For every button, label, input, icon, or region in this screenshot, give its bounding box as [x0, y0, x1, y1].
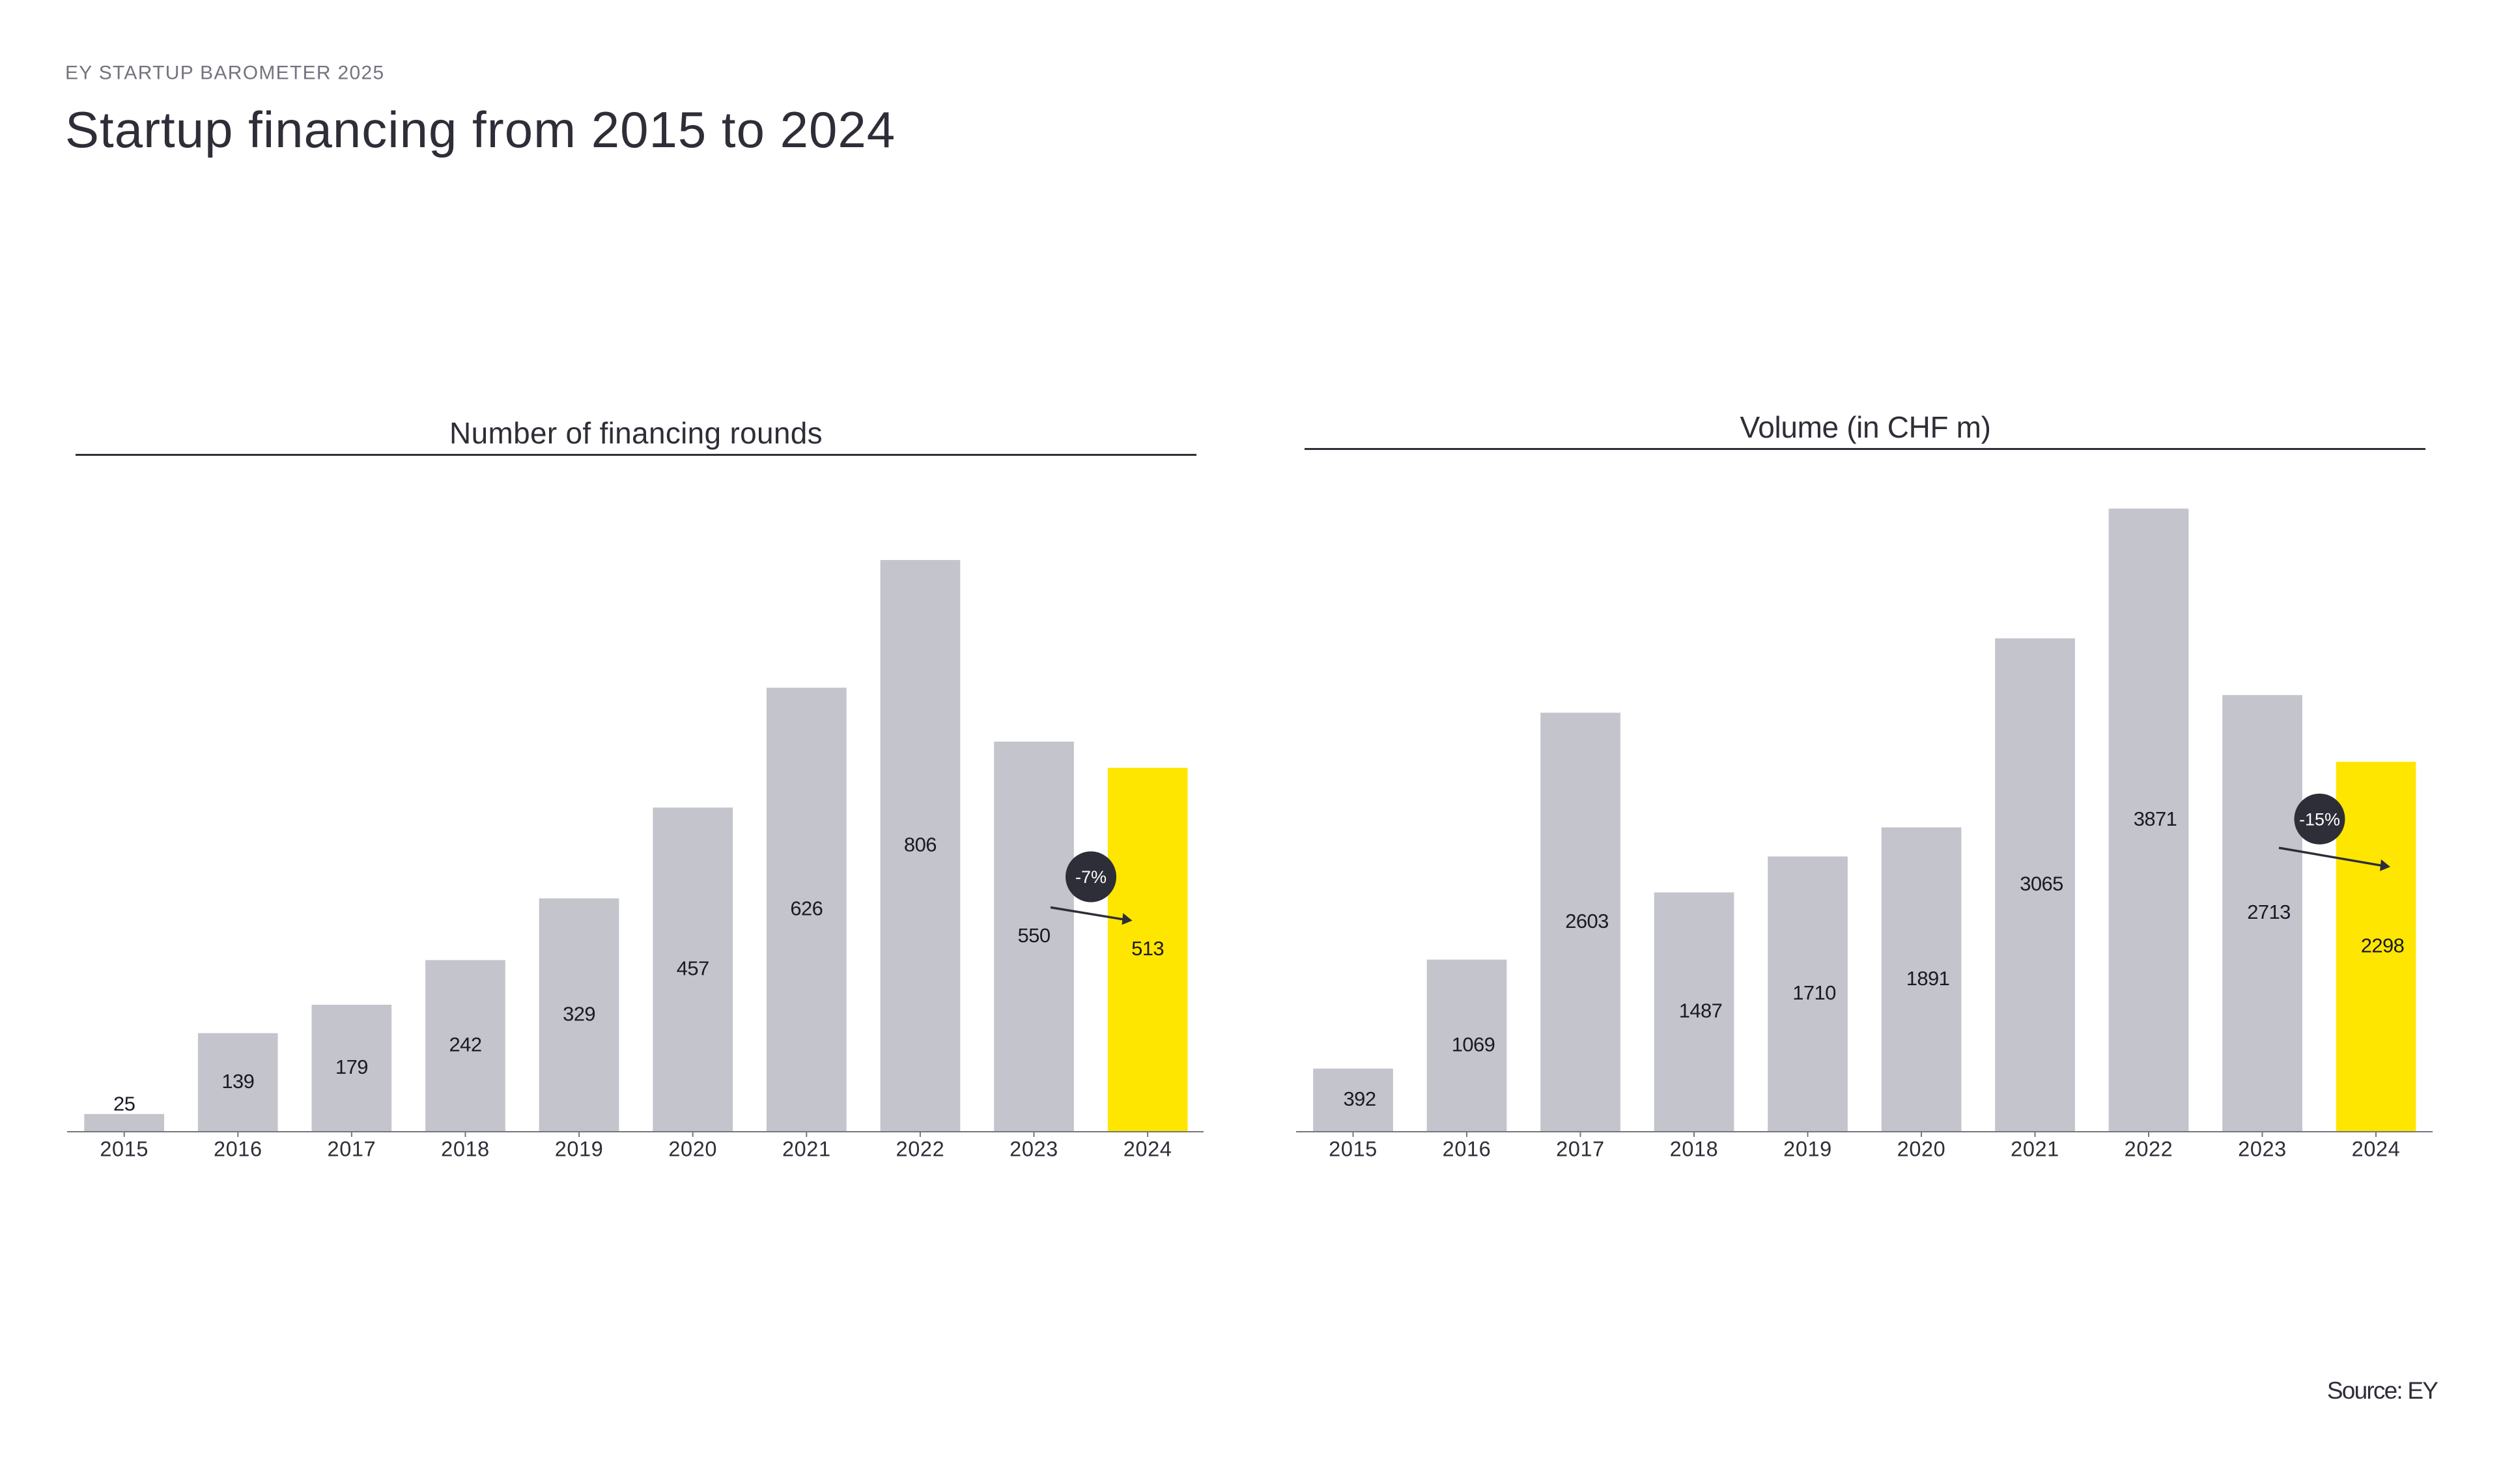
svg-text:1891: 1891 — [1906, 967, 1950, 990]
svg-text:1487: 1487 — [1679, 1000, 1723, 1022]
svg-text:2021: 2021 — [2011, 1138, 2059, 1161]
svg-text:2021: 2021 — [782, 1138, 831, 1161]
svg-text:2015: 2015 — [1329, 1138, 1378, 1161]
svg-text:329: 329 — [563, 1002, 595, 1025]
svg-text:2015: 2015 — [100, 1138, 148, 1161]
svg-text:2022: 2022 — [2125, 1138, 2173, 1161]
svg-text:2713: 2713 — [2247, 901, 2291, 923]
svg-text:2020: 2020 — [1897, 1138, 1946, 1161]
svg-text:3065: 3065 — [2020, 873, 2063, 895]
svg-text:2023: 2023 — [1010, 1138, 1058, 1161]
svg-text:-15%: -15% — [2299, 810, 2340, 830]
svg-text:-7%: -7% — [1075, 867, 1107, 887]
svg-text:2016: 2016 — [1443, 1138, 1491, 1161]
svg-text:242: 242 — [449, 1033, 482, 1056]
svg-text:25: 25 — [113, 1093, 135, 1115]
svg-text:Number of financing rounds: Number of financing rounds — [449, 416, 823, 450]
svg-text:2023: 2023 — [2238, 1138, 2287, 1161]
svg-text:2603: 2603 — [1565, 910, 1609, 932]
svg-text:2018: 2018 — [441, 1138, 490, 1161]
svg-text:2019: 2019 — [555, 1138, 604, 1161]
svg-text:2020: 2020 — [668, 1138, 717, 1161]
svg-text:2016: 2016 — [214, 1138, 262, 1161]
svg-text:513: 513 — [1131, 937, 1164, 960]
svg-text:806: 806 — [904, 833, 937, 856]
svg-text:2024: 2024 — [2352, 1138, 2401, 1161]
svg-text:1710: 1710 — [1792, 981, 1836, 1004]
svg-text:2022: 2022 — [896, 1138, 945, 1161]
svg-text:179: 179 — [335, 1056, 368, 1078]
svg-text:1069: 1069 — [1452, 1033, 1495, 1056]
svg-text:2024: 2024 — [1123, 1138, 1172, 1161]
svg-text:392: 392 — [1344, 1087, 1376, 1110]
svg-text:2018: 2018 — [1670, 1138, 1719, 1161]
svg-text:626: 626 — [790, 897, 823, 920]
svg-text:2017: 2017 — [1556, 1138, 1605, 1161]
svg-text:Source: EY: Source: EY — [2327, 1377, 2438, 1404]
svg-text:2017: 2017 — [328, 1138, 376, 1161]
svg-text:EY STARTUP BAROMETER 2025: EY STARTUP BAROMETER 2025 — [65, 63, 384, 84]
svg-text:2298: 2298 — [2361, 934, 2405, 957]
svg-text:3871: 3871 — [2134, 807, 2177, 830]
svg-text:2019: 2019 — [1783, 1138, 1832, 1161]
svg-text:550: 550 — [1018, 924, 1051, 947]
svg-text:Volume (in CHF m): Volume (in CHF m) — [1740, 410, 1990, 444]
svg-text:139: 139 — [221, 1070, 254, 1093]
svg-text:457: 457 — [677, 957, 709, 980]
svg-text:Startup financing from 2015 to: Startup financing from 2015 to 2024 — [65, 101, 896, 158]
